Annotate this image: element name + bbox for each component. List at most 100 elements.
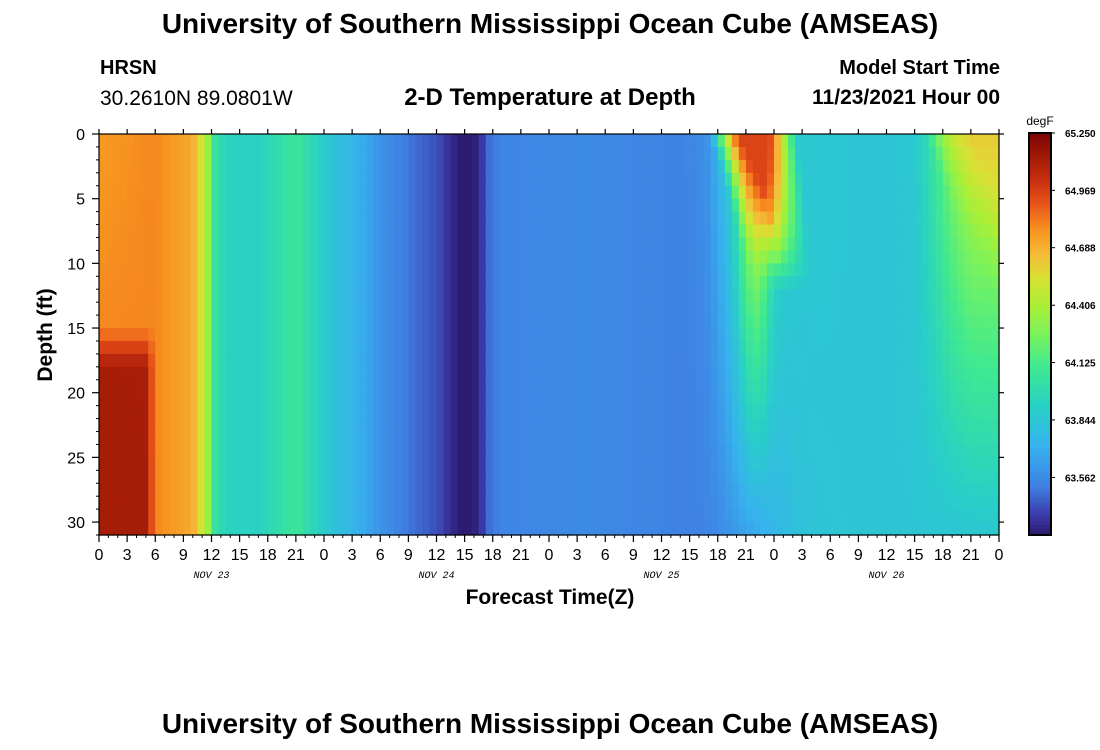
- heatmap-cell: [253, 134, 262, 148]
- heatmap-cell: [464, 159, 473, 174]
- heatmap-cell: [387, 522, 395, 536]
- heatmap-cell: [570, 353, 578, 368]
- heatmap-cell: [584, 302, 592, 316]
- heatmap-cell: [696, 302, 705, 316]
- heatmap-cell: [106, 496, 114, 510]
- heatmap-cell: [774, 431, 782, 446]
- heatmap-cell: [717, 185, 726, 200]
- heatmap-cell: [274, 146, 283, 161]
- heatmap-cell: [408, 211, 417, 226]
- heatmap-cell: [752, 237, 761, 252]
- heatmap-cell: [415, 224, 424, 239]
- heatmap-cell: [106, 159, 114, 174]
- heatmap-cell: [914, 496, 923, 510]
- heatmap-cell: [471, 509, 480, 523]
- x-tick-label: 18: [259, 547, 277, 564]
- heatmap-cell: [956, 315, 965, 329]
- heatmap-cell: [218, 418, 227, 433]
- heatmap-cell: [788, 457, 796, 471]
- heatmap-cell: [703, 289, 712, 303]
- heatmap-cell: [373, 224, 381, 239]
- heatmap-cell: [464, 134, 473, 148]
- heatmap-cell: [675, 522, 684, 536]
- heatmap-cell: [689, 353, 698, 368]
- heatmap-cell: [162, 172, 170, 187]
- heatmap-cell: [724, 250, 733, 264]
- heatmap-cell: [190, 418, 199, 433]
- heatmap-cell: [696, 172, 705, 187]
- heatmap-cell: [984, 302, 993, 316]
- heatmap-cell: [499, 276, 508, 290]
- heatmap-cell: [387, 418, 395, 433]
- heatmap-cell: [647, 263, 656, 277]
- colorbar-segment: [1029, 210, 1051, 214]
- heatmap-cell: [499, 224, 508, 239]
- heatmap-cell: [373, 353, 381, 368]
- heatmap-cell: [239, 237, 248, 252]
- heatmap-cell: [387, 366, 395, 381]
- heatmap-cell: [211, 134, 220, 148]
- heatmap-cell: [984, 289, 993, 303]
- heatmap-cell: [211, 509, 220, 523]
- heatmap-cell: [816, 263, 824, 277]
- heatmap-cell: [197, 509, 206, 523]
- heatmap-cell: [401, 483, 409, 497]
- heatmap-cell: [113, 172, 121, 187]
- heatmap-cell: [169, 237, 177, 252]
- heatmap-cell: [893, 302, 902, 316]
- heatmap-cell: [387, 379, 395, 394]
- heatmap-cell: [914, 159, 923, 174]
- heatmap-cell: [584, 470, 592, 484]
- heatmap-cell: [352, 198, 360, 213]
- heatmap-cell: [577, 250, 585, 264]
- heatmap-cell: [443, 315, 452, 329]
- heatmap-cell: [795, 159, 803, 174]
- heatmap-cell: [647, 431, 656, 446]
- heatmap-cell: [837, 353, 845, 368]
- heatmap-cell: [120, 237, 128, 252]
- heatmap-cell: [478, 172, 487, 187]
- heatmap-cell: [302, 146, 311, 161]
- heatmap-cell: [429, 496, 438, 510]
- heatmap-cell: [591, 328, 599, 342]
- heatmap-cell: [647, 172, 656, 187]
- heatmap-cell: [197, 353, 206, 368]
- heatmap-cell: [577, 134, 585, 148]
- x-tick-label: 12: [203, 547, 221, 564]
- heatmap-cell: [858, 444, 867, 458]
- heatmap-cell: [373, 159, 381, 174]
- heatmap-cell: [865, 392, 874, 407]
- heatmap-cell: [879, 405, 888, 420]
- heatmap-cell: [605, 250, 613, 264]
- heatmap-cell: [324, 172, 332, 187]
- heatmap-cell: [893, 250, 902, 264]
- heatmap-cell: [766, 431, 775, 446]
- heatmap-cell: [436, 366, 445, 381]
- heatmap-cell: [619, 522, 627, 536]
- heatmap-cell: [422, 237, 431, 252]
- heatmap-cell: [478, 496, 487, 510]
- heatmap-cell: [738, 302, 747, 316]
- heatmap-cell: [239, 315, 248, 329]
- heatmap-cell: [183, 444, 192, 458]
- heatmap-cell: [781, 211, 789, 226]
- heatmap-cell: [774, 172, 782, 187]
- heatmap-cell: [485, 470, 494, 484]
- heatmap-cell: [345, 366, 353, 381]
- heatmap-cell: [654, 457, 663, 471]
- heatmap-cell: [225, 418, 234, 433]
- heatmap-cell: [921, 172, 930, 187]
- heatmap-cell: [260, 470, 269, 484]
- heatmap-cell: [781, 405, 789, 420]
- heatmap-cell: [591, 496, 599, 510]
- heatmap-cell: [176, 457, 184, 471]
- heatmap-cell: [970, 172, 979, 187]
- heatmap-cell: [991, 263, 1000, 277]
- heatmap-cell: [492, 483, 501, 497]
- heatmap-cell: [120, 134, 128, 148]
- heatmap-cell: [141, 483, 149, 497]
- heatmap-cell: [457, 457, 466, 471]
- heatmap-cell: [120, 457, 128, 471]
- heatmap-cell: [872, 353, 881, 368]
- heatmap-cell: [155, 328, 163, 342]
